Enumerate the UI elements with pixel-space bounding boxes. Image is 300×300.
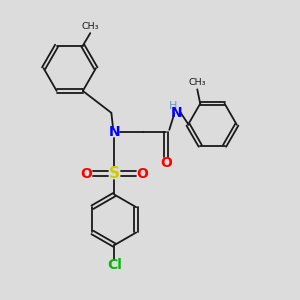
Text: N: N [171,106,183,120]
Text: H: H [168,101,177,111]
Text: O: O [136,167,148,181]
Text: N: N [109,125,120,139]
Text: CH₃: CH₃ [82,22,99,31]
Text: S: S [109,166,120,181]
Text: O: O [80,167,92,181]
Text: Cl: Cl [107,258,122,272]
Text: O: O [160,156,172,170]
Text: CH₃: CH₃ [188,78,206,87]
